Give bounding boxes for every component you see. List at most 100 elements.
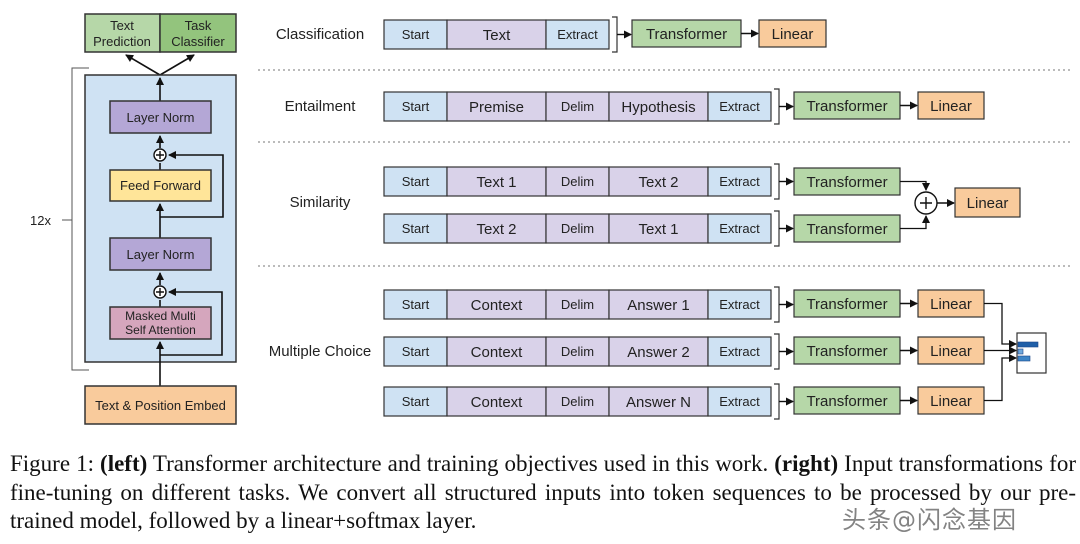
token-premise-label: Premise [469,99,524,116]
token-extract-label: Extract [719,394,760,409]
watermark: 头条@闪念基因 [842,506,1017,534]
token-extract [707,289,772,320]
token-start-label: Start [402,344,430,359]
token-extract-label: Extract [719,297,760,312]
repeat-label: 12x [30,213,51,228]
token-extract-label: Extract [557,27,598,42]
caption-right-tag: (right) [774,451,839,476]
softmax-bar [1017,355,1031,362]
token-extract [707,336,772,367]
transformer-box-label: Transformer [806,343,887,360]
task-label-multiple-choice: Multiple Choice [269,343,372,360]
token-start [383,336,448,367]
token-start-label: Start [402,297,430,312]
token-start [383,19,448,50]
token-start-label: Start [402,27,430,42]
transformer-box-label: Transformer [646,26,727,43]
token-delim [545,166,610,197]
residual-ff [160,151,224,218]
token-text-2 [608,166,709,197]
token-context-label: Context [471,344,524,361]
token-text-2-label: Text 2 [638,174,678,191]
task-label-classification: Classification [276,26,364,43]
token-start [383,166,448,197]
linear-box [917,336,985,365]
caption-prefix: Figure 1: [10,451,101,476]
linear-box-label: Linear [930,98,972,115]
token-text-2 [446,213,547,244]
task-label-similarity: Similarity [290,194,351,211]
token-start-label: Start [402,221,430,236]
attention-label-2: Self Attention [125,323,196,337]
token-extract [707,386,772,417]
text-prediction-label-2: Prediction [93,34,151,49]
linear-box [758,19,827,48]
token-context [446,289,547,320]
layer-norm-top-label: Layer Norm [127,110,195,125]
caption-right-text: Input transformations for fine-tuning on… [10,451,1076,533]
plus-glyph [920,197,932,209]
token-answer-n-label: Answer N [626,394,691,411]
task-classifier-box [159,13,237,53]
token-delim-label: Delim [561,221,594,236]
token-delim-label: Delim [561,297,594,312]
bracket [774,383,780,420]
token-delim-label: Delim [561,344,594,359]
linear-box [917,91,985,120]
layer-norm-bottom [109,237,212,271]
token-delim-label: Delim [561,99,594,114]
embed-label: Text & Position Embed [95,398,226,413]
bracket [774,163,780,200]
transformer-box [793,167,901,196]
bracket [774,210,780,247]
token-extract [707,91,772,122]
token-context-label: Context [471,297,524,314]
linear-box-label: Linear [930,343,972,360]
token-extract [707,166,772,197]
token-context [446,386,547,417]
transformer-box-label: Transformer [806,296,887,313]
bracket [774,88,780,125]
token-answer-2 [608,336,709,367]
token-extract-label: Extract [719,99,760,114]
token-delim [545,91,610,122]
token-start-label: Start [402,394,430,409]
task-classifier-label-1: Task [185,18,212,33]
token-text-1-label: Text 1 [476,174,516,191]
token-start-label: Start [402,174,430,189]
token-extract-label: Extract [719,344,760,359]
layer-norm-bottom-label: Layer Norm [127,247,195,262]
caption-left-tag: (left) [100,451,148,476]
linear-box [917,386,985,415]
right-input-transformations: Classification Start Text Extract Transforme… [258,16,1072,420]
connector [984,354,1017,402]
transformer-box-label: Transformer [806,174,887,191]
token-answer-n [608,386,709,417]
transformer-box-label: Transformer [806,221,887,238]
connector [984,302,1017,348]
arrow-to-text-prediction [125,54,161,76]
token-answer-1 [608,289,709,320]
token-start [383,213,448,244]
transformer-box-label: Transformer [806,98,887,115]
token-delim [545,289,610,320]
token-delim [545,386,610,417]
transformer-box [793,214,901,243]
layer-norm-top [109,100,212,134]
token-start-label: Start [402,99,430,114]
repeat-bracket [62,67,89,371]
token-premise [446,91,547,122]
transformer-box [793,386,901,415]
transformer-box [793,289,901,318]
token-extract-label: Extract [719,221,760,236]
bracket [774,333,780,370]
token-text-label: Text [483,27,511,44]
token-extract [545,19,610,50]
figure: Text Prediction Task Classifier 12x Laye… [30,13,1072,425]
token-text-2-label: Text 2 [476,221,516,238]
caption-left-text: Transformer architecture and training ob… [147,451,775,476]
linear-box-label: Linear [967,195,1009,212]
transformer-box-label: Transformer [806,393,887,410]
bracket [612,16,618,53]
connector [900,215,930,230]
